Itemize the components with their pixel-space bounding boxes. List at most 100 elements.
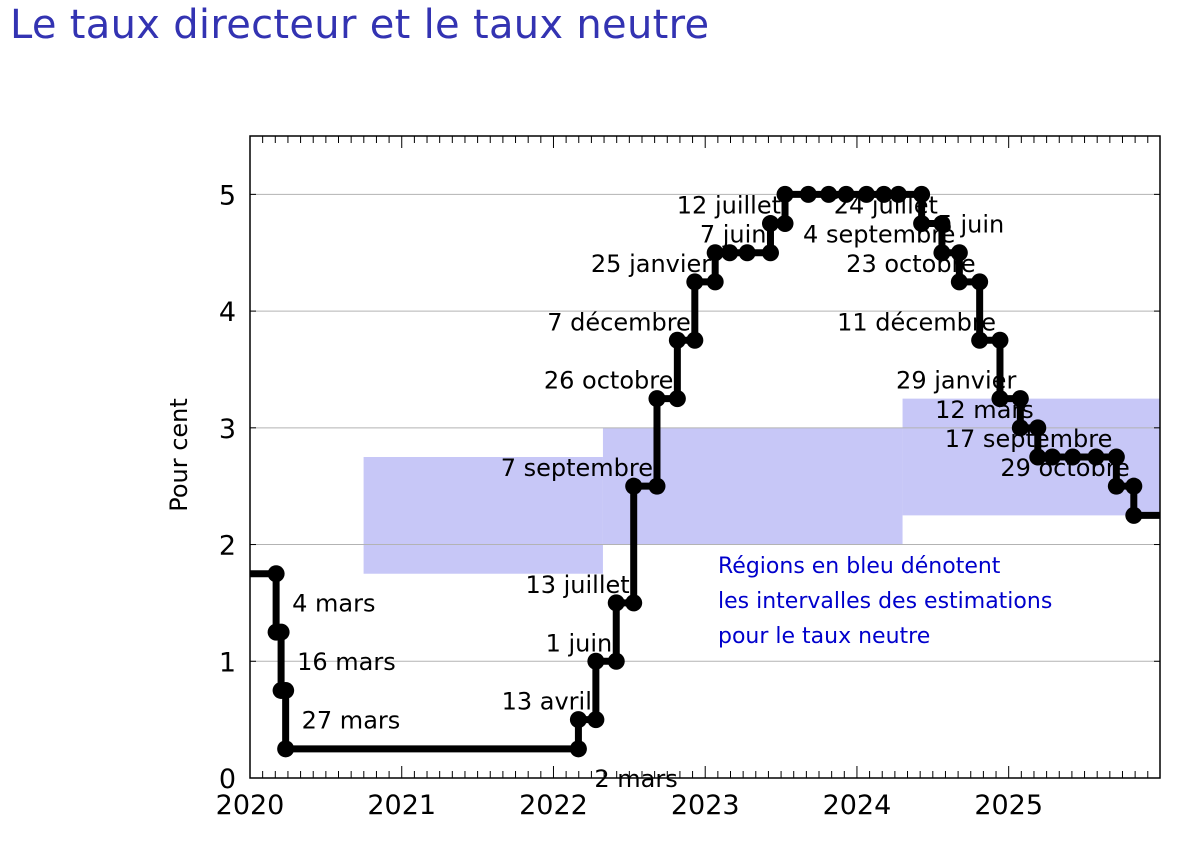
minor-ticks [262,136,1149,778]
decision-label: 25 janvier [591,250,711,278]
y-tick-label: 3 [219,414,236,445]
y-tick-label: 1 [219,647,236,678]
decision-marker [933,244,951,262]
axes: 0 1 2 3 4 5 2020 2021 2022 2023 2024 2025 Pour cent [165,135,1161,821]
decision-marker [776,185,794,203]
decision-marker [686,273,704,291]
decision-marker [738,244,756,262]
decision-marker [277,681,295,699]
decision-marker [569,740,587,758]
gridlines [250,193,1160,662]
y-tick-label: 2 [219,531,236,562]
decision-marker [625,594,643,612]
decision-marker [686,331,704,349]
decision-marker [277,740,295,758]
decision-marker [272,623,290,641]
x-tick-label: 2021 [367,790,436,821]
decision-marker [668,331,686,349]
neutral-rate-note: Régions en bleu dénotent les intervalles … [718,554,1052,649]
decision-marker [913,185,931,203]
x-tick-label: 2025 [974,790,1043,821]
decision-label: 1 juin [546,629,613,657]
y-tick-label: 4 [219,297,236,328]
decision-label: 16 mars [297,648,396,676]
decision-marker [933,215,951,233]
x-tick-label: 2023 [671,790,740,821]
decision-label: 11 décembre [837,308,996,336]
x-tick-label: 2022 [519,790,588,821]
decision-label: 27 mars [302,706,401,734]
decision-marker [1064,448,1082,466]
decision-label: 12 mars [935,396,1034,424]
note-line: Régions en bleu dénotent [718,554,1001,579]
decision-marker [761,215,779,233]
decision-marker [668,390,686,408]
decision-label: 13 avril [502,688,592,716]
note-line: les intervalles des estimations [718,589,1052,614]
decision-marker [1107,477,1125,495]
decision-label: 23 octobre [846,250,975,278]
y-tick-label: 5 [219,180,236,211]
decision-marker [648,477,666,495]
decision-marker [1029,448,1047,466]
decision-marker [971,331,989,349]
decision-marker [799,185,817,203]
decision-marker [776,215,794,233]
decision-labels: 4 mars 16 mars 27 mars 2 mars 13 avril 1 juin… [292,192,1130,793]
decision-marker [950,273,968,291]
decision-marker [950,244,968,262]
decision-label: 26 octobre [544,367,673,395]
decision-marker [587,652,605,670]
decision-label: 7 décembre [547,308,691,336]
decision-marker [1087,448,1105,466]
y-tick-label: 0 [219,764,236,795]
decision-label: 17 septembre [945,425,1113,453]
decision-label: 13 juillet [525,571,629,599]
decision-marker [889,185,907,203]
decision-label: 7 juin [700,221,767,249]
decision-marker [971,273,989,291]
decision-marker [607,652,625,670]
decision-marker [706,273,724,291]
decision-marker [1011,390,1029,408]
decision-marker [991,390,1009,408]
decision-marker [1029,419,1047,437]
x-tick-label: 2020 [216,790,285,821]
decision-label: 29 janvier [896,367,1016,395]
decision-marker [857,185,875,203]
neutral-rate-range [363,457,603,574]
decision-marker [913,215,931,233]
decision-marker [267,565,285,583]
decision-marker [1043,448,1061,466]
decision-marker [706,244,724,262]
decision-label: 5 juin [938,210,1005,238]
decision-marker [569,711,587,729]
decision-marker [587,711,605,729]
x-tick-label: 2024 [823,790,892,821]
decision-label: 12 juillet [677,192,781,220]
decision-label: 7 septembre [501,454,653,482]
decision-marker [1107,448,1125,466]
decision-marker [625,477,643,495]
decision-label: 4 septembre [803,221,955,249]
decision-marker [820,185,838,203]
decision-marker [1125,506,1143,524]
decision-marker [991,331,1009,349]
decision-marker [837,185,855,203]
decision-marker [875,185,893,203]
decision-label: 4 mars [292,590,375,618]
decision-marker [1125,477,1143,495]
decision-markers [267,185,1143,758]
decision-label: 24 juillet [834,192,938,220]
decision-label: 29 octobre [1000,454,1129,482]
y-axis-label: Pour cent [165,398,193,512]
note-line: pour le taux neutre [718,624,930,649]
decision-marker [761,244,779,262]
plot-frame [249,135,1161,779]
decision-label: 2 mars [594,765,677,793]
decision-marker [721,244,739,262]
decision-marker [1011,419,1029,437]
neutral-rate-ranges [363,398,1160,574]
decision-marker [607,594,625,612]
